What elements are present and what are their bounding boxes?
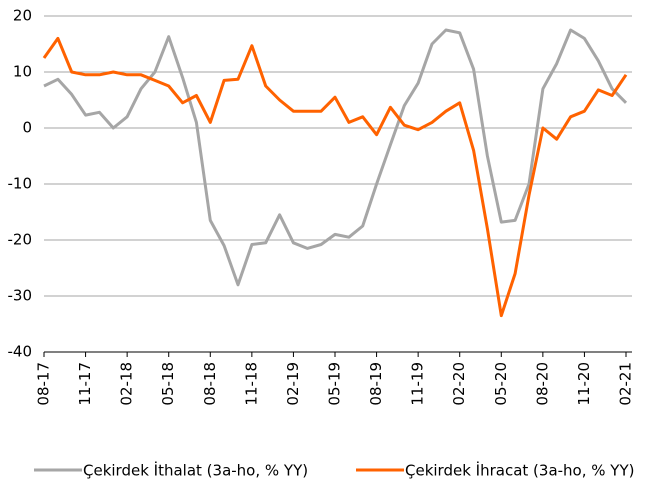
y-tick-label: 0 <box>22 119 32 137</box>
x-tick-label: 02-20 <box>450 362 468 406</box>
series-line <box>42 36 628 318</box>
x-tick-label: 11-18 <box>242 362 260 406</box>
y-tick-label: -40 <box>8 343 33 361</box>
x-tick-label: 05-20 <box>492 362 510 406</box>
x-tick-label: 08-17 <box>35 362 53 406</box>
x-tick-label: 02-19 <box>284 362 302 406</box>
x-tick-label: 11-20 <box>575 362 593 406</box>
x-tick-label: 05-19 <box>326 362 344 406</box>
x-tick-label: 08-18 <box>201 362 219 406</box>
x-tick-label: 11-17 <box>76 362 94 406</box>
legend-label: Çekirdek İhracat (3a-ho, % YY) <box>405 461 634 480</box>
x-tick-label: 02-21 <box>617 362 635 406</box>
x-tick-label: 05-18 <box>159 362 177 406</box>
x-tick-label: 11-19 <box>409 362 427 406</box>
y-tick-label: 10 <box>13 63 32 81</box>
y-tick-label: -30 <box>8 287 33 305</box>
series-line <box>43 28 628 287</box>
y-tick-label: -20 <box>8 231 33 249</box>
y-tick-label: 20 <box>13 7 32 25</box>
x-tick-label: 02-18 <box>118 362 136 406</box>
x-tick-label: 08-19 <box>367 362 385 406</box>
legend-label: Çekirdek İthalat (3a-ho, % YY) <box>83 461 308 480</box>
y-tick-label: -10 <box>8 175 33 193</box>
x-tick-label: 08-20 <box>533 362 551 406</box>
